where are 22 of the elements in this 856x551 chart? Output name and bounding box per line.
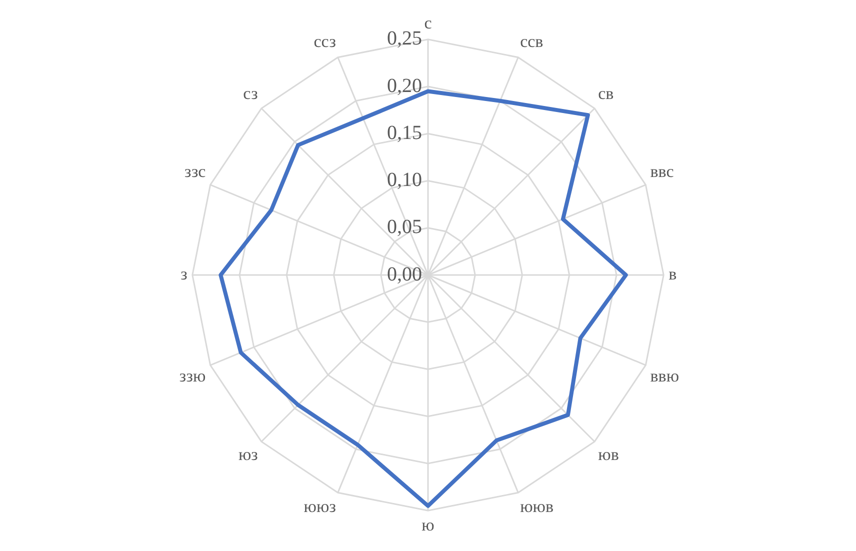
y-tick-label: 0,25: [387, 28, 422, 50]
spoke-label: с: [424, 14, 432, 33]
spoke-label: ююз: [304, 496, 336, 516]
spoke-label: св: [598, 84, 614, 104]
y-tick-label: 0,00: [387, 263, 422, 286]
y-tick-label: 0,10: [387, 169, 422, 192]
spoke-label: ввс: [650, 162, 674, 182]
spoke-label: ююв: [520, 496, 554, 516]
spoke-label: юз: [238, 444, 258, 464]
spoke-label: ссз: [314, 32, 336, 51]
y-tick-label: 0,05: [387, 216, 422, 238]
spoke-label: ззс: [184, 162, 206, 182]
spoke-label: з: [180, 264, 188, 284]
spoke-label: ззю: [179, 366, 206, 386]
spoke-label: ввю: [650, 366, 680, 386]
spoke-label: юв: [598, 444, 619, 464]
spoke-label: в: [668, 264, 677, 284]
y-tick-label: 0,20: [387, 74, 422, 97]
spoke-label: ю: [422, 515, 435, 534]
spoke-label: сз: [243, 84, 258, 104]
y-tick-label: 0,15: [387, 122, 422, 144]
spoke-label: ссв: [520, 32, 544, 51]
